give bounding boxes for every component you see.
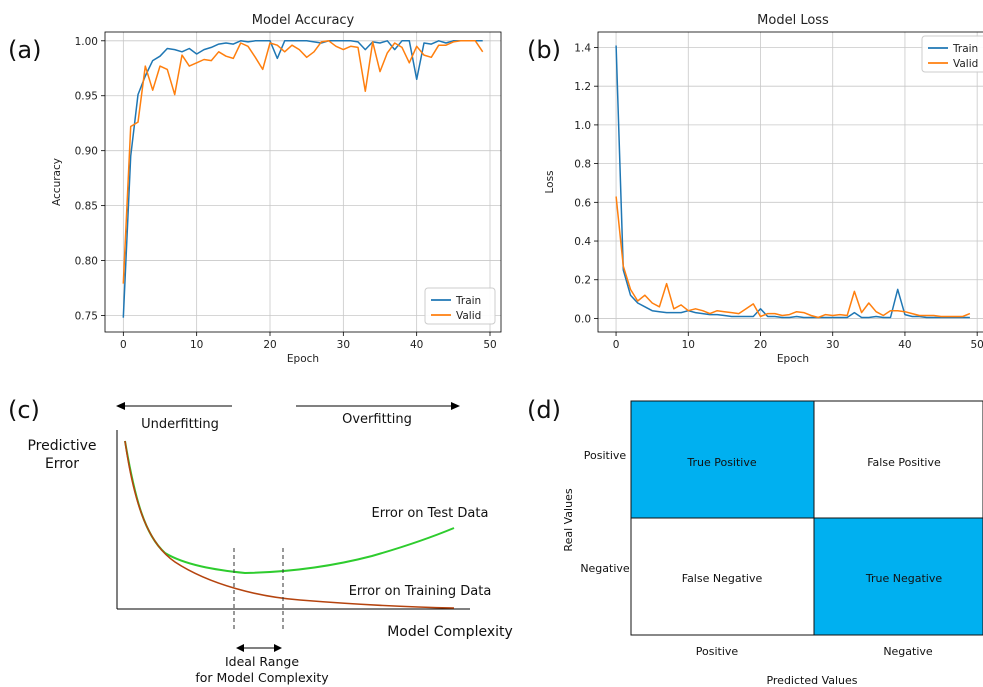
series-line-valid <box>122 40 484 284</box>
x-tick-label: 0 <box>613 339 620 351</box>
y-tick-label: 0.6 <box>574 197 591 209</box>
cell-true-negative <box>813 517 983 636</box>
loss-title: Model Loss <box>757 13 829 28</box>
panel-label-c: (c) <box>8 396 40 424</box>
loss-axes-frame <box>597 31 983 333</box>
x-tick-label: 50 <box>970 339 983 351</box>
cell-true-negative-label: True Negative <box>865 572 942 585</box>
y-tick-label: 0.75 <box>75 311 98 323</box>
accuracy-title: Model Accuracy <box>252 13 355 28</box>
accuracy-grid <box>105 32 501 332</box>
y-tick-label: 0.2 <box>574 275 591 287</box>
series-line-train <box>615 45 970 319</box>
ideal-range-label-line1: Ideal Range <box>225 654 299 669</box>
accuracy-x-axis-label: Epoch <box>287 353 319 365</box>
predicted-values-axis-label: Predicted Values <box>766 674 857 687</box>
x-tick-label: 20 <box>263 339 276 351</box>
y-tick-label: 1.2 <box>574 81 591 93</box>
overfitting-arrow <box>296 402 460 410</box>
accuracy-axes-frame <box>104 31 502 333</box>
y-tick-label: 0.4 <box>574 236 591 248</box>
x-tick-label: 10 <box>190 339 203 351</box>
accuracy-legend: Train Valid <box>424 287 496 325</box>
training-error-label: Error on Training Data <box>349 584 492 599</box>
x-tick-label: 30 <box>826 339 839 351</box>
underfitting-arrow <box>116 402 232 410</box>
ideal-range-label-line2: for Model Complexity <box>195 670 329 685</box>
panel-label-d: (d) <box>527 396 561 424</box>
y-tick-label: 0.0 <box>574 313 591 325</box>
y-tick-label: 0.8 <box>574 159 591 171</box>
x-tick-label: 50 <box>483 339 496 351</box>
overfitting-label: Overfitting <box>342 412 412 427</box>
col-label-positive: Positive <box>696 645 739 658</box>
accuracy-plot-area <box>122 40 484 318</box>
accuracy-ticks: 0 10 20 30 40 50 0.75 0.80 0.85 0.90 0.95 1.00 <box>75 36 497 351</box>
x-tick-label: 40 <box>410 339 423 351</box>
panel-label-a: (a) <box>8 36 41 64</box>
row-label-positive: Positive <box>584 449 627 462</box>
y-tick-label: 0.80 <box>75 256 98 268</box>
bias-variance-diagram: Underfitting Overfitting Predictive Erro… <box>27 402 513 685</box>
legend-label-valid: Valid <box>456 310 481 322</box>
test-error-label: Error on Test Data <box>372 506 489 521</box>
predictive-error-label-line2: Error <box>45 456 79 472</box>
x-tick-label: 40 <box>898 339 911 351</box>
loss-chart: 0 10 20 30 40 50 0.0 0.2 0.4 0.6 0.8 1.0 1.2 1.4 Mode… <box>544 13 983 365</box>
cell-false-positive <box>813 400 983 519</box>
col-label-negative: Negative <box>883 645 933 658</box>
series-line-train <box>122 40 483 318</box>
loss-legend: Train Valid <box>921 35 983 73</box>
panel-label-b: (b) <box>527 36 561 64</box>
x-tick-label: 10 <box>682 339 695 351</box>
y-tick-label: 0.85 <box>75 201 98 213</box>
legend-label-train: Train <box>455 295 481 307</box>
row-label-negative: Negative <box>580 562 630 575</box>
x-tick-label: 30 <box>337 339 350 351</box>
cell-false-negative-label: False Negative <box>682 572 763 585</box>
y-tick-label: 0.95 <box>75 91 98 103</box>
cell-true-positive-label: True Positive <box>686 456 756 469</box>
y-tick-label: 0.90 <box>75 146 98 158</box>
series-line-valid <box>615 196 971 319</box>
loss-y-axis-label: Loss <box>544 170 556 193</box>
accuracy-chart: 0 10 20 30 40 50 0.75 0.80 0.85 0.90 0.95 1.00 Mode… <box>51 13 502 365</box>
accuracy-y-axis-label: Accuracy <box>51 158 63 206</box>
loss-plot-area <box>615 45 971 319</box>
y-tick-label: 1.0 <box>574 120 591 132</box>
predictive-error-label-line1: Predictive <box>27 438 96 454</box>
loss-grid <box>598 32 983 332</box>
model-complexity-label: Model Complexity <box>387 624 513 640</box>
loss-x-axis-label: Epoch <box>777 353 809 365</box>
x-tick-label: 0 <box>120 339 127 351</box>
ideal-range-arrow <box>236 644 282 652</box>
y-tick-label: 1.00 <box>75 36 98 48</box>
real-values-axis-label: Real Values <box>562 488 575 551</box>
legend-label-train: Train <box>952 43 978 55</box>
confusion-matrix: True Positive False Positive False Negat… <box>562 400 983 687</box>
loss-ticks: 0 10 20 30 40 50 0.0 0.2 0.4 0.6 0.8 1.0 1.2 1.4 <box>574 42 983 351</box>
legend-label-valid: Valid <box>953 58 978 70</box>
cell-false-positive-label: False Positive <box>867 456 941 469</box>
training-error-curve <box>124 440 455 609</box>
underfitting-label: Underfitting <box>141 417 219 432</box>
x-tick-label: 20 <box>754 339 767 351</box>
y-tick-label: 1.4 <box>574 42 591 54</box>
